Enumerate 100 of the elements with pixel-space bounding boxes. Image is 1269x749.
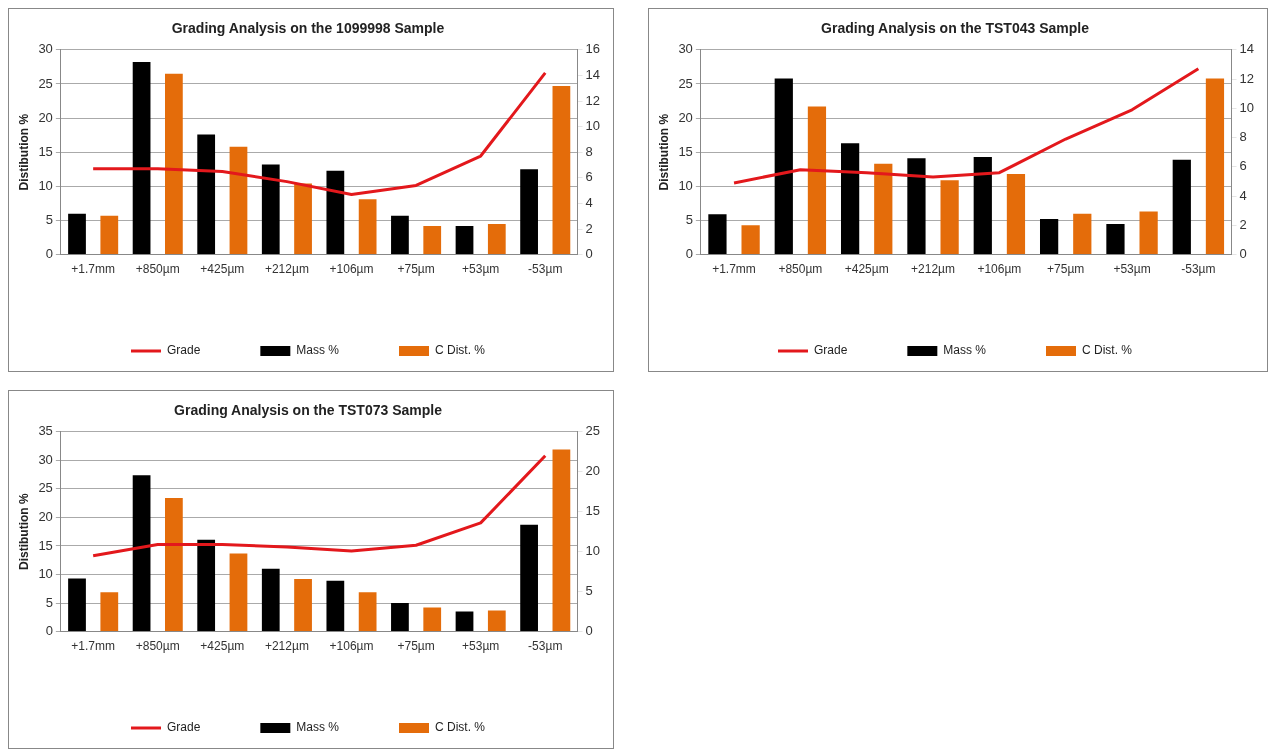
chart-title: Grading Analysis on the TST073 Sample [174,402,443,419]
bar [165,73,183,255]
bar [1040,219,1059,255]
bar [708,214,727,255]
x-tick-label: +75µm [397,262,435,277]
x-tick-label: +106µm [977,262,1022,277]
y-tick-label: 5 [45,212,53,228]
y-tick-label: 0 [45,246,53,262]
x-tick-label: +212µm [264,639,309,654]
bar [423,225,442,255]
bar [1172,159,1191,255]
bar [261,164,280,255]
bar [391,215,409,255]
y2-tick-label: 6 [585,169,593,185]
x-tick-label: +106µm [329,262,374,277]
x-tick-label: -53µm [1181,262,1216,277]
y2-tick-label: 20 [585,463,601,479]
y-tick-label: 20 [38,109,53,125]
y2-tick-label: 14 [585,66,601,82]
bar [229,146,248,255]
y2-tick-label: 2 [585,220,593,236]
bar [229,553,248,632]
y2-tick-label: 10 [585,543,601,559]
y2-tick-label: 6 [1239,158,1247,174]
bar [552,449,571,632]
x-tick-label: +1.7mm [71,262,115,277]
y-tick-label: 10 [38,177,53,193]
bar [940,180,959,255]
legend-label: Mass % [943,343,987,358]
y2-tick-label: 5 [585,583,593,599]
bar [68,578,86,632]
chart-title: Grading Analysis on the 1099998 Sample [171,20,445,37]
y-tick-label: 30 [678,41,693,57]
bar [197,134,216,255]
x-tick-label: -53µm [528,262,563,277]
bar [132,62,151,255]
y-tick-label: 5 [685,212,693,228]
x-tick-label: +850µm [135,639,180,654]
y2-tick-label: 14 [1239,41,1255,57]
y-tick-label: 25 [38,480,53,496]
y2-tick-label: 0 [585,623,593,639]
bar [294,183,312,255]
y2-tick-label: 2 [1239,216,1247,232]
y-axis-title: Distibution % [16,493,31,571]
bar [1205,78,1225,255]
y2-tick-label: 0 [585,246,593,262]
bar [423,607,442,632]
legend-label: C Dist. % [435,720,486,735]
x-tick-label: +53µm [462,639,500,654]
bar [455,225,474,255]
bar [455,611,474,632]
bar [326,170,345,255]
y-tick-label: 30 [38,451,53,467]
bar [132,475,151,632]
y-tick-label: 10 [678,177,693,193]
x-tick-label: +1.7mm [71,639,115,654]
y2-tick-label: 25 [585,423,601,439]
bar [487,223,506,255]
x-tick-label: +850µm [135,262,180,277]
x-tick-label: +106µm [329,639,374,654]
bar [391,603,409,632]
bar [973,156,992,255]
bar [874,163,893,255]
legend-label: Grade [166,343,201,358]
bar [326,580,345,632]
y-tick-label: 20 [678,109,693,125]
x-tick-label: +53µm [462,262,500,277]
y2-tick-label: 0 [1239,246,1247,262]
y2-tick-label: 8 [585,143,593,159]
y-tick-label: 35 [38,423,53,439]
y-tick-label: 0 [45,623,53,639]
bar [840,143,860,255]
legend-label: C Dist. % [435,343,486,358]
x-tick-label: +1.7mm [712,262,756,277]
bar [487,610,506,632]
bar [741,225,760,255]
legend-label: Grade [166,720,201,735]
y2-tick-label: 4 [1239,187,1247,203]
y2-tick-label: 8 [1239,129,1247,145]
y2-tick-label: 4 [585,194,593,210]
y-tick-label: 20 [38,509,53,525]
x-tick-label: +425µm [200,639,245,654]
y2-tick-label: 10 [1239,99,1255,115]
y-tick-label: 30 [38,41,53,57]
legend-label: Mass % [296,720,340,735]
y-tick-label: 10 [38,566,53,582]
x-tick-label: +850µm [778,262,823,277]
y2-tick-label: 10 [585,118,601,134]
bar [774,78,793,255]
y2-tick-label: 12 [1239,70,1255,86]
y-tick-label: 25 [38,75,53,91]
y-tick-label: 15 [38,537,53,553]
bar [807,106,827,255]
x-tick-label: -53µm [528,639,563,654]
y2-tick-label: 12 [585,92,601,108]
x-tick-label: +75µm [1047,262,1085,277]
bar [1073,213,1092,255]
x-tick-label: +425µm [844,262,889,277]
x-tick-label: +53µm [1113,262,1151,277]
bar [294,579,312,632]
